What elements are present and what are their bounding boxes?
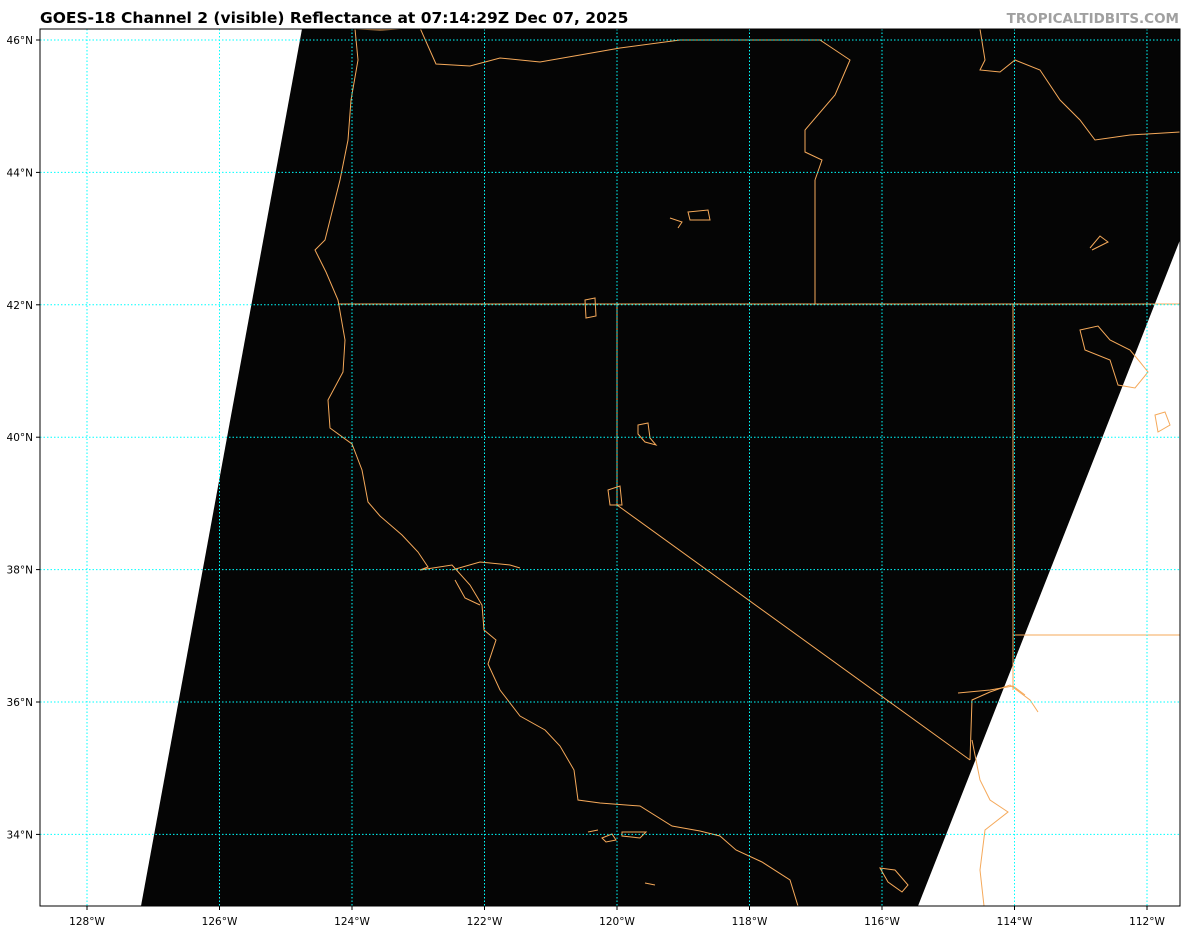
lake-tahoe xyxy=(607,485,623,506)
lat-label: 46°N xyxy=(7,35,33,47)
lat-label: 36°N xyxy=(7,697,33,709)
channel-islands xyxy=(587,829,656,886)
lon-label: 128°W xyxy=(69,916,105,928)
imagery-swath xyxy=(141,29,1180,906)
columbia-river xyxy=(354,29,851,181)
map-frame xyxy=(39,28,1181,907)
lat-label: 34°N xyxy=(7,829,33,841)
lon-label: 114°W xyxy=(997,916,1033,928)
lat-label: 44°N xyxy=(7,167,33,179)
klamath-lake xyxy=(584,297,597,319)
coastline xyxy=(314,29,799,906)
great-salt-lake xyxy=(1079,325,1149,389)
lon-label: 124°W xyxy=(334,916,370,928)
lon-label: 122°W xyxy=(467,916,503,928)
gridlines xyxy=(40,29,1180,906)
idaho-lakes xyxy=(979,29,1180,141)
lake-mead xyxy=(957,685,1026,696)
lat-label: 42°N xyxy=(7,300,33,312)
axis-ticks: 128°W 126°W 124°W 122°W 120°W 118°W 116°W 114°W… xyxy=(7,35,1166,928)
lon-label: 112°W xyxy=(1129,916,1165,928)
watermark: TROPICALTIDBITS.COM xyxy=(1006,11,1179,27)
lon-label: 116°W xyxy=(864,916,900,928)
lat-label: 40°N xyxy=(7,432,33,444)
lon-label: 126°W xyxy=(202,916,238,928)
lon-label: 118°W xyxy=(732,916,768,928)
lon-label: 120°W xyxy=(599,916,635,928)
map-title: GOES-18 Channel 2 (visible) Reflectance … xyxy=(40,9,629,27)
lat-label: 38°N xyxy=(7,565,33,577)
san-clemente xyxy=(879,867,909,893)
oregon-lakes xyxy=(669,209,1109,251)
sf-bay-delta xyxy=(451,561,521,606)
utah-lake xyxy=(1154,411,1171,433)
pyramid-lake xyxy=(637,422,658,446)
